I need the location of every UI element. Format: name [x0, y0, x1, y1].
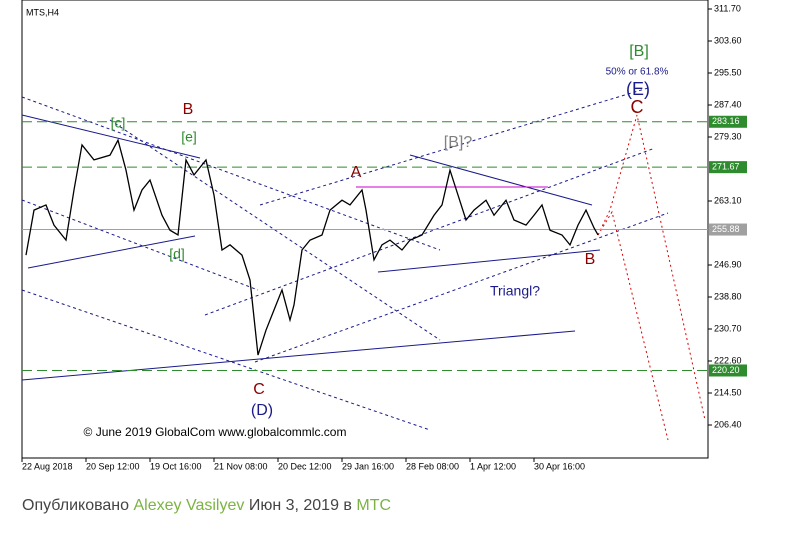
annotation: [c]: [111, 115, 126, 131]
ticker-link[interactable]: МТС: [356, 497, 392, 514]
y-tick-label: 230.70: [714, 323, 742, 333]
x-tick-label: 21 Nov 08:00: [214, 461, 268, 471]
caption: Опубликовано Alexey Vasilyev Июн 3, 2019…: [22, 497, 391, 515]
channel-line: [254, 212, 669, 363]
annotation: 50% or 61.8%: [606, 67, 669, 78]
x-tick-label: 20 Dec 12:00: [278, 461, 332, 471]
y-tick-label: 279.30: [714, 131, 742, 141]
y-tick-label: 263.10: [714, 195, 742, 205]
y-tick-label: 311.70: [714, 3, 741, 13]
annotation: (D): [251, 402, 273, 419]
y-tick-label: 303.60: [714, 35, 742, 45]
price-line: [25, 138, 599, 356]
level-box: [709, 115, 747, 128]
annotation: (E): [626, 79, 650, 99]
current-price-box: [709, 223, 747, 236]
y-tick-label: 238.80: [714, 291, 742, 301]
annotation: [B]: [629, 43, 649, 60]
x-tick-label: 29 Jan 16:00: [342, 461, 394, 471]
annotation: [e]: [181, 129, 197, 145]
x-tick-label: 22 Aug 2018: [22, 461, 73, 471]
level-label: 283.16: [712, 116, 740, 126]
annotation: B: [585, 251, 596, 268]
trend-line: [21, 330, 576, 381]
annotation: C: [253, 381, 265, 398]
channel-line: [259, 87, 649, 206]
x-tick-label: 20 Sep 12:00: [86, 461, 140, 471]
x-tick-label: 28 Feb 08:00: [406, 461, 459, 471]
channel-line: [21, 199, 259, 291]
annotation: © June 2019 GlobalCom www.globalcommlc.c…: [84, 425, 347, 439]
annotation: C: [631, 97, 644, 117]
plot-frame: [21, 0, 709, 459]
annotation: A: [351, 164, 362, 181]
level-label: 271.67: [712, 162, 740, 172]
y-tick-label: 222.60: [714, 355, 742, 365]
x-tick-label: 1 Apr 12:00: [470, 461, 516, 471]
channel-line: [204, 147, 656, 316]
annotation: [d]: [169, 246, 185, 262]
level-box: [709, 161, 747, 174]
x-tick-label: 30 Apr 16:00: [534, 461, 585, 471]
chart-title: MTS,H4: [26, 7, 59, 17]
y-tick-label: 206.40: [714, 419, 742, 429]
chart: 311.70 303.60 295.50 287.40 279.30 263.10 246.…: [21, 0, 747, 471]
y-tick-label: 214.50: [714, 387, 742, 397]
forecast-line: [597, 210, 669, 441]
annotation: [B]?: [444, 134, 473, 151]
annotation: B: [183, 101, 194, 118]
caption-prefix: Опубликовано: [22, 497, 130, 514]
trend-line: [27, 235, 196, 269]
y-tick-label: 295.50: [714, 67, 742, 77]
current-price-label: 255.88: [712, 224, 740, 234]
trend-line: [377, 249, 601, 273]
author-link[interactable]: Alexey Vasilyev: [133, 497, 245, 514]
caption-date: Июн 3, 2019 в: [248, 497, 352, 514]
x-tick-label: 19 Oct 16:00: [150, 461, 202, 471]
y-tick-label: 287.40: [714, 99, 742, 109]
trend-line: [409, 154, 593, 206]
y-tick-label: 246.90: [714, 259, 742, 269]
channel-line: [21, 96, 441, 251]
annotation: Triangl?: [490, 283, 540, 299]
level-box: [709, 364, 747, 377]
level-label: 220.20: [712, 365, 740, 375]
